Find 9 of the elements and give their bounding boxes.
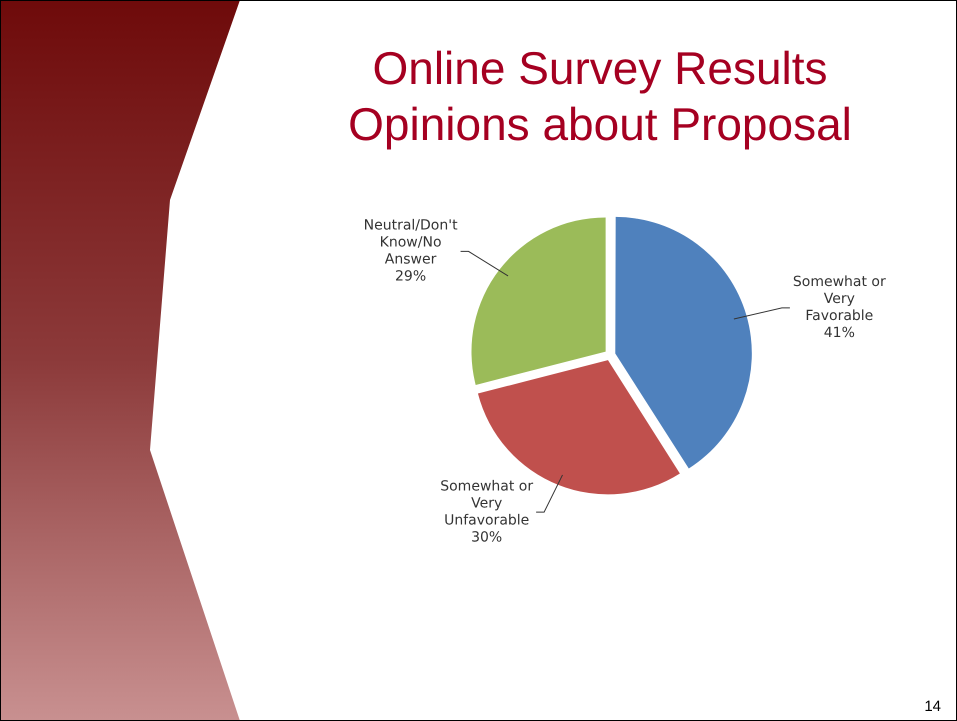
slice-label: Somewhat or Very Unfavorable	[440, 478, 534, 528]
data-label: 30%	[471, 529, 502, 546]
data-label: 29%	[395, 268, 426, 285]
slice-label: Somewhat or Very Favorable	[792, 274, 886, 324]
text: 14	[924, 698, 941, 715]
data-label: 41%	[824, 324, 855, 341]
chart-title: Online Survey Results	[371, 41, 829, 96]
slice-label: Neutral/Don't Know/No Answer	[364, 218, 458, 268]
chart-subtitle: Opinions about Proposal	[347, 97, 853, 152]
